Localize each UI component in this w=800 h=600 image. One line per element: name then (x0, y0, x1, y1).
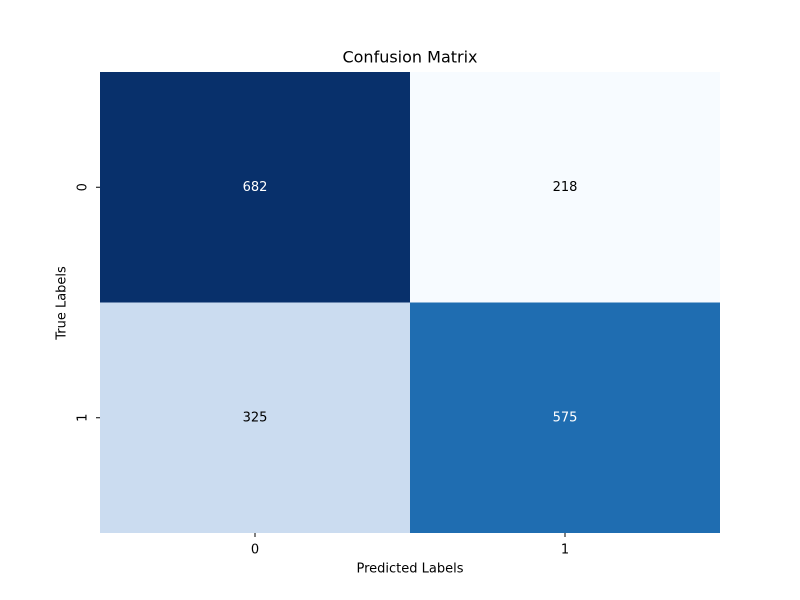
y-tick-label: 0 (76, 183, 91, 191)
heatmap-cell (410, 302, 720, 533)
x-tick-label: 0 (251, 543, 259, 558)
chart-title: Confusion Matrix (342, 48, 477, 67)
heatmap-cell (100, 72, 410, 303)
cell-label: 325 (243, 410, 268, 425)
x-axis-label: Predicted Labels (356, 562, 463, 577)
cell-label: 575 (553, 410, 578, 425)
x-tick-label: 1 (561, 543, 569, 558)
cell-label: 218 (553, 180, 578, 195)
cell-label: 682 (243, 180, 268, 195)
y-axis-label: True Labels (55, 266, 70, 341)
y-tick-label: 1 (76, 414, 91, 422)
heatmap-cell (100, 302, 410, 533)
heatmap-cell (410, 72, 720, 303)
